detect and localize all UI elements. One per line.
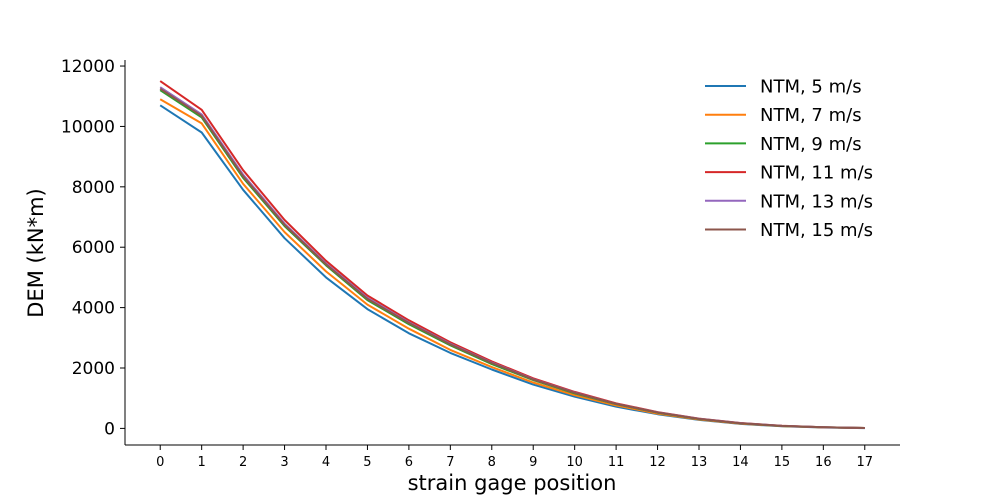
y-ticks: 0 2000 4000 6000 8000 10000 12000 xyxy=(61,57,125,439)
x-ticks: 0 1 2 3 4 5 6 7 8 9 10 11 12 13 14 15 16 17 xyxy=(156,445,873,470)
x-tick-label: 11 xyxy=(608,455,625,470)
legend-label: NTM, 5 m/s xyxy=(760,77,862,98)
y-tick-label: 4000 xyxy=(72,299,115,319)
x-tick-label: 2 xyxy=(239,455,247,470)
legend-label: NTM, 9 m/s xyxy=(760,134,862,155)
y-axis-label: DEM (kN*m) xyxy=(24,188,48,317)
x-tick-label: 8 xyxy=(488,455,496,470)
x-axis-label: strain gage position xyxy=(408,471,617,495)
series-lines xyxy=(159,80,865,430)
x-tick-label: 5 xyxy=(363,455,371,470)
y-tick-label: 12000 xyxy=(61,57,115,77)
x-tick-label: 1 xyxy=(198,455,206,470)
x-tick-label: 10 xyxy=(566,455,583,470)
legend-label: NTM, 13 m/s xyxy=(760,191,873,212)
legend-label: NTM, 7 m/s xyxy=(760,105,862,126)
y-tick-label: 6000 xyxy=(72,238,115,258)
x-tick-label: 6 xyxy=(405,455,413,470)
y-tick-label: 0 xyxy=(104,419,115,439)
x-tick-label: 0 xyxy=(156,455,164,470)
x-tick-label: 13 xyxy=(691,455,708,470)
axes xyxy=(124,60,900,446)
legend-label: NTM, 15 m/s xyxy=(760,220,873,241)
x-tick-label: 4 xyxy=(322,455,330,470)
x-tick-label: 7 xyxy=(446,455,454,470)
y-tick-label: 8000 xyxy=(72,178,115,198)
x-tick-label: 12 xyxy=(649,455,666,470)
y-tick-label: 10000 xyxy=(61,117,115,137)
legend: NTM, 5 m/s NTM, 7 m/s NTM, 9 m/s NTM, 11 m/… xyxy=(705,77,873,241)
legend-label: NTM, 11 m/s xyxy=(760,163,873,184)
y-tick-label: 2000 xyxy=(72,359,115,379)
x-tick-label: 14 xyxy=(732,455,749,470)
x-tick-label: 9 xyxy=(529,455,537,470)
series-line-5 xyxy=(159,87,865,429)
x-tick-label: 15 xyxy=(774,455,791,470)
x-tick-label: 17 xyxy=(856,455,873,470)
x-tick-label: 16 xyxy=(815,455,832,470)
x-tick-label: 3 xyxy=(280,455,288,470)
